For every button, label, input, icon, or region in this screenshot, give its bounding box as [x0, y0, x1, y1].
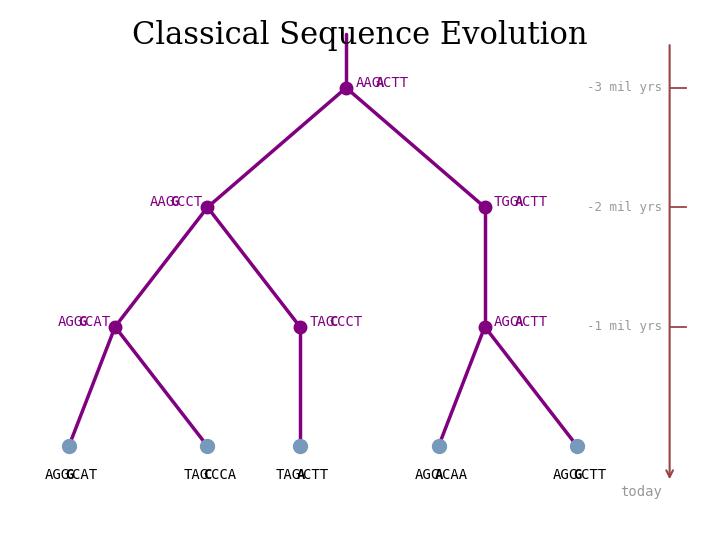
Text: today: today: [621, 484, 662, 498]
Text: C: C: [204, 468, 212, 482]
Text: CAT: CAT: [72, 468, 97, 482]
Text: TAG: TAG: [309, 315, 334, 329]
Text: TAG: TAG: [276, 468, 301, 482]
Text: CTT: CTT: [580, 468, 606, 482]
Text: -3 mil yrs: -3 mil yrs: [588, 82, 662, 94]
Text: CTT: CTT: [303, 468, 328, 482]
Text: -1 mil yrs: -1 mil yrs: [588, 320, 662, 333]
Text: A: A: [376, 76, 384, 90]
Text: CAT: CAT: [85, 315, 110, 329]
Text: -2 mil yrs: -2 mil yrs: [588, 201, 662, 214]
Text: AGC: AGC: [414, 468, 439, 482]
Text: CCT: CCT: [337, 315, 362, 329]
Text: AGG: AGG: [58, 315, 82, 329]
Text: TGG: TGG: [494, 195, 519, 210]
Text: G: G: [171, 195, 179, 210]
Text: AGC: AGC: [553, 468, 578, 482]
Text: A: A: [515, 195, 523, 210]
Text: G: G: [574, 468, 582, 482]
Text: A: A: [435, 468, 444, 482]
Text: AAG: AAG: [356, 76, 380, 90]
Text: A: A: [297, 468, 305, 482]
Text: G: G: [78, 315, 86, 329]
Text: CTT: CTT: [383, 76, 408, 90]
Text: CCA: CCA: [211, 468, 236, 482]
Text: CTT: CTT: [522, 315, 547, 329]
Text: Classical Sequence Evolution: Classical Sequence Evolution: [132, 20, 588, 51]
Text: AGC: AGC: [494, 315, 519, 329]
Text: TAG: TAG: [183, 468, 208, 482]
Text: CTT: CTT: [522, 195, 547, 210]
Text: CAA: CAA: [442, 468, 467, 482]
Text: A: A: [515, 315, 523, 329]
Text: CCT: CCT: [177, 195, 202, 210]
Text: C: C: [330, 315, 338, 329]
Text: G: G: [66, 468, 73, 482]
Text: AGG: AGG: [45, 468, 70, 482]
Text: AAG: AAG: [150, 195, 175, 210]
